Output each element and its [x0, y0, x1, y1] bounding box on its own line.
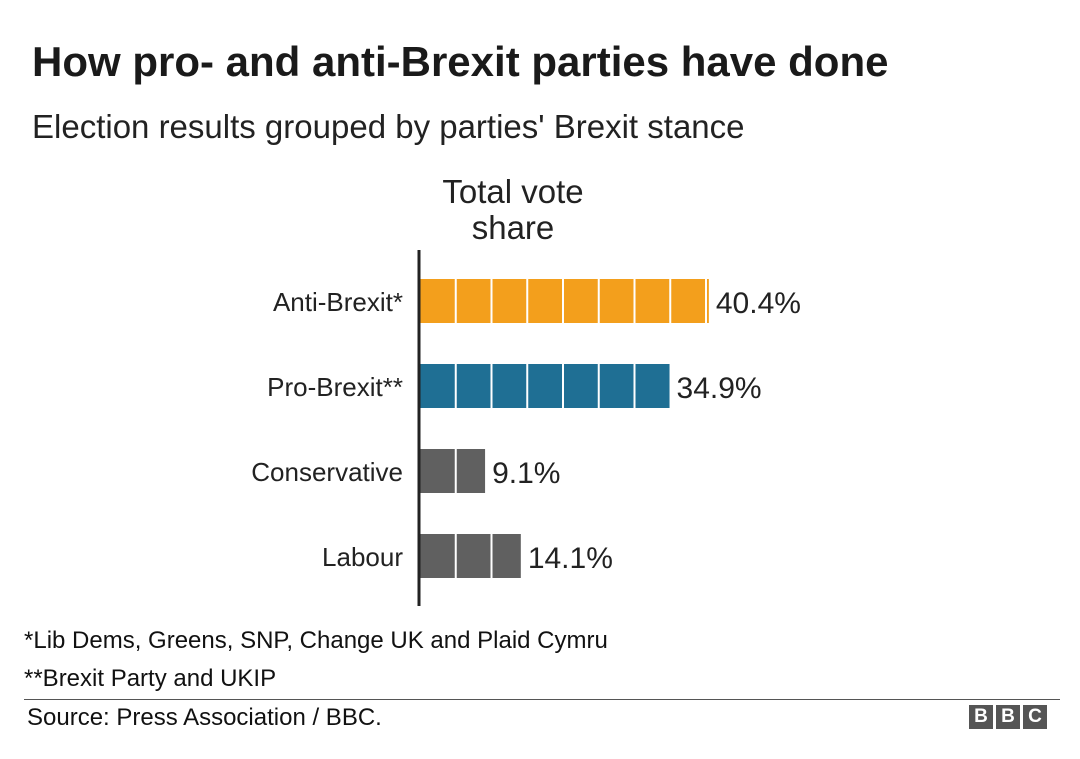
category-label-pro-brexit: Pro-Brexit**	[267, 372, 403, 402]
bar-conservative	[420, 449, 486, 493]
footnote-pro-brexit: **Brexit Party and UKIP	[24, 665, 277, 692]
category-label-conservative: Conservative	[251, 457, 403, 487]
bar-labour	[420, 534, 521, 578]
value-label-pro-brexit: 34.9%	[677, 372, 762, 405]
value-label-conservative: 9.1%	[492, 457, 560, 490]
chart-subtitle: Election results grouped by parties' Bre…	[32, 108, 745, 145]
bbc-logo-letter-1: B	[969, 705, 993, 729]
bbc-logo: B B C	[969, 705, 1047, 729]
axis-title: Total vote share	[442, 173, 584, 246]
bbc-logo-letter-2: B	[996, 705, 1020, 729]
footnote-anti-brexit: *Lib Dems, Greens, SNP, Change UK and Pl…	[24, 627, 608, 654]
category-label-anti-brexit: Anti-Brexit*	[273, 287, 403, 317]
chart-title: How pro- and anti-Brexit parties have do…	[32, 38, 889, 85]
bar-anti-brexit	[420, 279, 709, 323]
source-divider	[24, 699, 1060, 700]
value-label-labour: 14.1%	[528, 542, 613, 575]
value-label-anti-brexit: 40.4%	[716, 287, 801, 320]
bar-pro-brexit	[420, 364, 670, 408]
bbc-logo-letter-3: C	[1023, 705, 1047, 729]
category-label-labour: Labour	[322, 542, 403, 572]
source-note: Source: Press Association / BBC.	[27, 704, 382, 731]
